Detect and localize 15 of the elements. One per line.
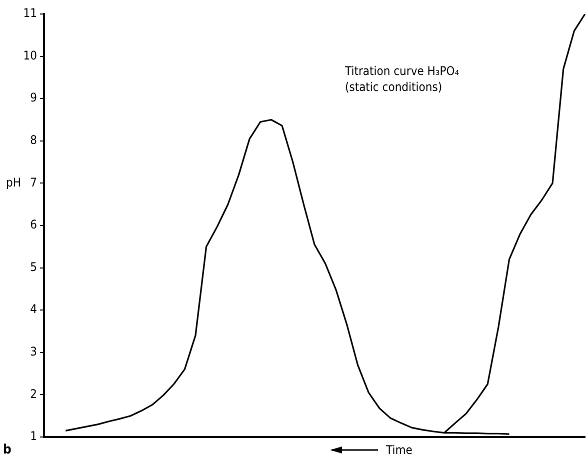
y-axis-title: pH [6, 175, 21, 190]
y-tick-label: 7 [30, 175, 37, 190]
y-tick-label: 3 [30, 344, 37, 359]
y-tick-label: 8 [30, 133, 38, 148]
y-tick-label: 5 [30, 260, 37, 274]
y-tick-label: 1 [30, 429, 37, 444]
y-tick-label: 9 [30, 90, 38, 105]
y-tick-label: 11 [23, 6, 37, 20]
x-axis-title: Time [385, 443, 413, 458]
text: b [3, 442, 12, 458]
y-tick-label: 2 [30, 386, 37, 401]
y-tick-label: 4 [30, 302, 38, 316]
y-tick-label: 10 [23, 48, 38, 62]
y-tick-label: 6 [30, 218, 38, 232]
annotation: Titration curve H₃PO₄ (static conditions) [344, 64, 460, 94]
